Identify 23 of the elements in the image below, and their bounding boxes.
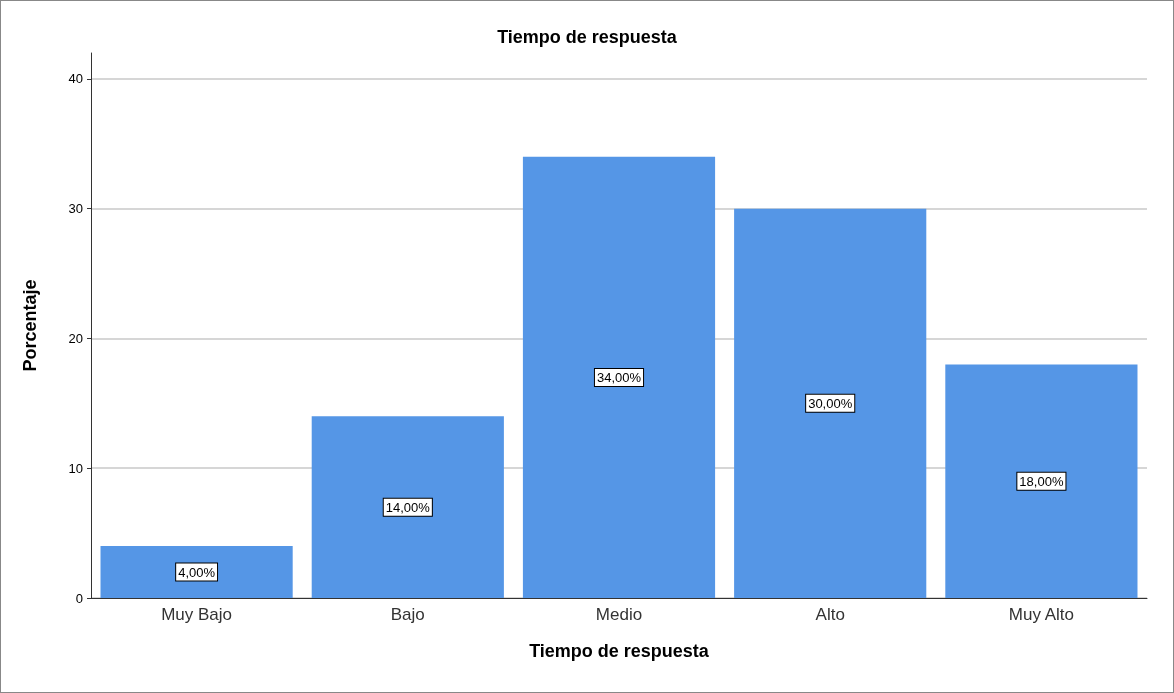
bar: [311, 416, 504, 598]
x-tick-label: Muy Bajo: [161, 605, 233, 624]
x-tick-label: Medio: [595, 605, 643, 624]
data-label: 34,00%: [596, 369, 642, 385]
chart-title: Tiempo de respuesta: [497, 27, 678, 47]
bar: [945, 364, 1138, 598]
x-axis-title: Tiempo de respuesta: [529, 641, 710, 661]
bar: [100, 546, 293, 598]
data-label: 4,00%: [178, 564, 216, 580]
data-label: 30,00%: [808, 395, 853, 411]
bar: [734, 208, 927, 598]
y-tick-label: 0: [75, 590, 83, 606]
x-tick-label: Alto: [815, 605, 845, 624]
y-tick-label: 20: [68, 330, 83, 346]
y-tick-label: 30: [68, 201, 83, 217]
data-label: 14,00%: [385, 499, 431, 515]
x-tick-label: Muy Alto: [1008, 605, 1074, 624]
data-label: 18,00%: [1019, 473, 1064, 489]
y-tick-label: 10: [68, 460, 83, 476]
x-tick-label: Bajo: [390, 605, 425, 624]
y-axis-title: Porcentaje: [20, 279, 40, 372]
bar: [522, 156, 716, 598]
y-tick-label: 40: [68, 71, 83, 87]
